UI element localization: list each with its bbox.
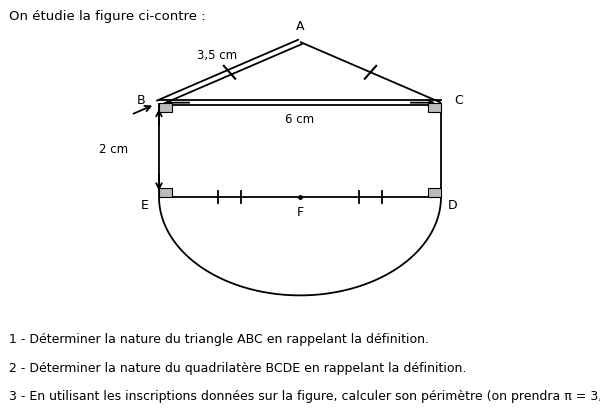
Text: D: D xyxy=(448,199,458,212)
Text: 3 - En utilisant les inscriptions données sur la figure, calculer son périmètre : 3 - En utilisant les inscriptions donnée… xyxy=(9,390,600,403)
Text: 1 - Déterminer la nature du triangle ABC en rappelant la définition.: 1 - Déterminer la nature du triangle ABC… xyxy=(9,333,429,346)
Text: 6 cm: 6 cm xyxy=(286,113,314,126)
Text: F: F xyxy=(296,206,304,219)
Text: B: B xyxy=(137,94,146,108)
Text: A: A xyxy=(296,20,304,33)
Polygon shape xyxy=(159,188,172,197)
Text: 3,5 cm: 3,5 cm xyxy=(197,49,238,62)
Polygon shape xyxy=(428,103,441,112)
Text: 2 - Déterminer la nature du quadrilatère BCDE en rappelant la définition.: 2 - Déterminer la nature du quadrilatère… xyxy=(9,362,466,375)
Text: On étudie la figure ci-contre :: On étudie la figure ci-contre : xyxy=(9,10,206,23)
Text: 2 cm: 2 cm xyxy=(100,143,128,156)
Text: C: C xyxy=(454,94,463,108)
Polygon shape xyxy=(428,188,441,197)
Polygon shape xyxy=(159,103,172,112)
Text: E: E xyxy=(140,199,148,212)
